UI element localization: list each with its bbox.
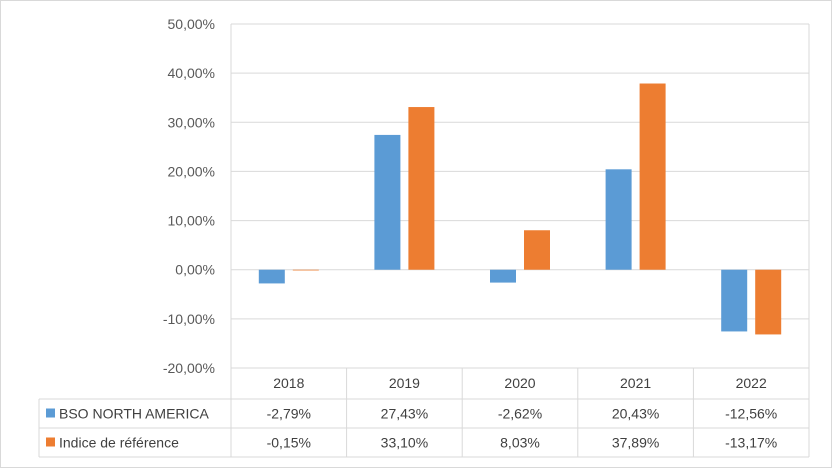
category-label: 2019 <box>389 375 420 391</box>
y-tick-label: -10,00% <box>163 311 215 327</box>
data-value-cell: 8,03% <box>500 435 540 451</box>
y-tick-label: 30,00% <box>168 114 215 130</box>
series-name: BSO NORTH AMERICA <box>59 406 210 422</box>
category-label: 2020 <box>504 375 535 391</box>
category-label: 2018 <box>273 375 304 391</box>
bar-2018-series-2 <box>292 269 319 271</box>
y-tick-label: -20,00% <box>163 360 215 376</box>
legend-key-series-1 <box>46 408 55 418</box>
data-value-cell: -13,17% <box>725 435 777 451</box>
bar-2019-series-2 <box>408 107 435 270</box>
bar-2021-series-1 <box>605 169 632 270</box>
data-value-cell: 20,43% <box>612 406 659 422</box>
data-value-cell: -2,79% <box>267 406 311 422</box>
bar-2022-series-1 <box>721 269 748 332</box>
bar-2022-series-2 <box>755 269 782 335</box>
data-value-cell: -12,56% <box>725 406 777 422</box>
data-value-cell: -0,15% <box>267 435 311 451</box>
y-tick-label: 50,00% <box>168 16 215 32</box>
series-name: Indice de référence <box>59 435 179 451</box>
bar-2020-series-1 <box>490 269 516 283</box>
category-label: 2021 <box>620 375 651 391</box>
bar-2021-series-2 <box>639 83 666 270</box>
y-tick-label: 20,00% <box>168 163 215 179</box>
category-label: 2022 <box>736 375 767 391</box>
data-value-cell: -2,62% <box>498 406 542 422</box>
data-value-cell: 37,89% <box>612 435 659 451</box>
y-tick-label: 0,00% <box>175 262 215 278</box>
y-tick-label: 40,00% <box>168 65 215 81</box>
data-value-cell: 27,43% <box>381 406 428 422</box>
legend-key-series-2 <box>46 437 55 447</box>
bar-2020-series-2 <box>524 230 550 270</box>
bar-2019-series-1 <box>374 134 401 270</box>
y-tick-label: 10,00% <box>168 213 215 229</box>
bar-2018-series-1 <box>258 269 285 284</box>
data-value-cell: 33,10% <box>381 435 428 451</box>
